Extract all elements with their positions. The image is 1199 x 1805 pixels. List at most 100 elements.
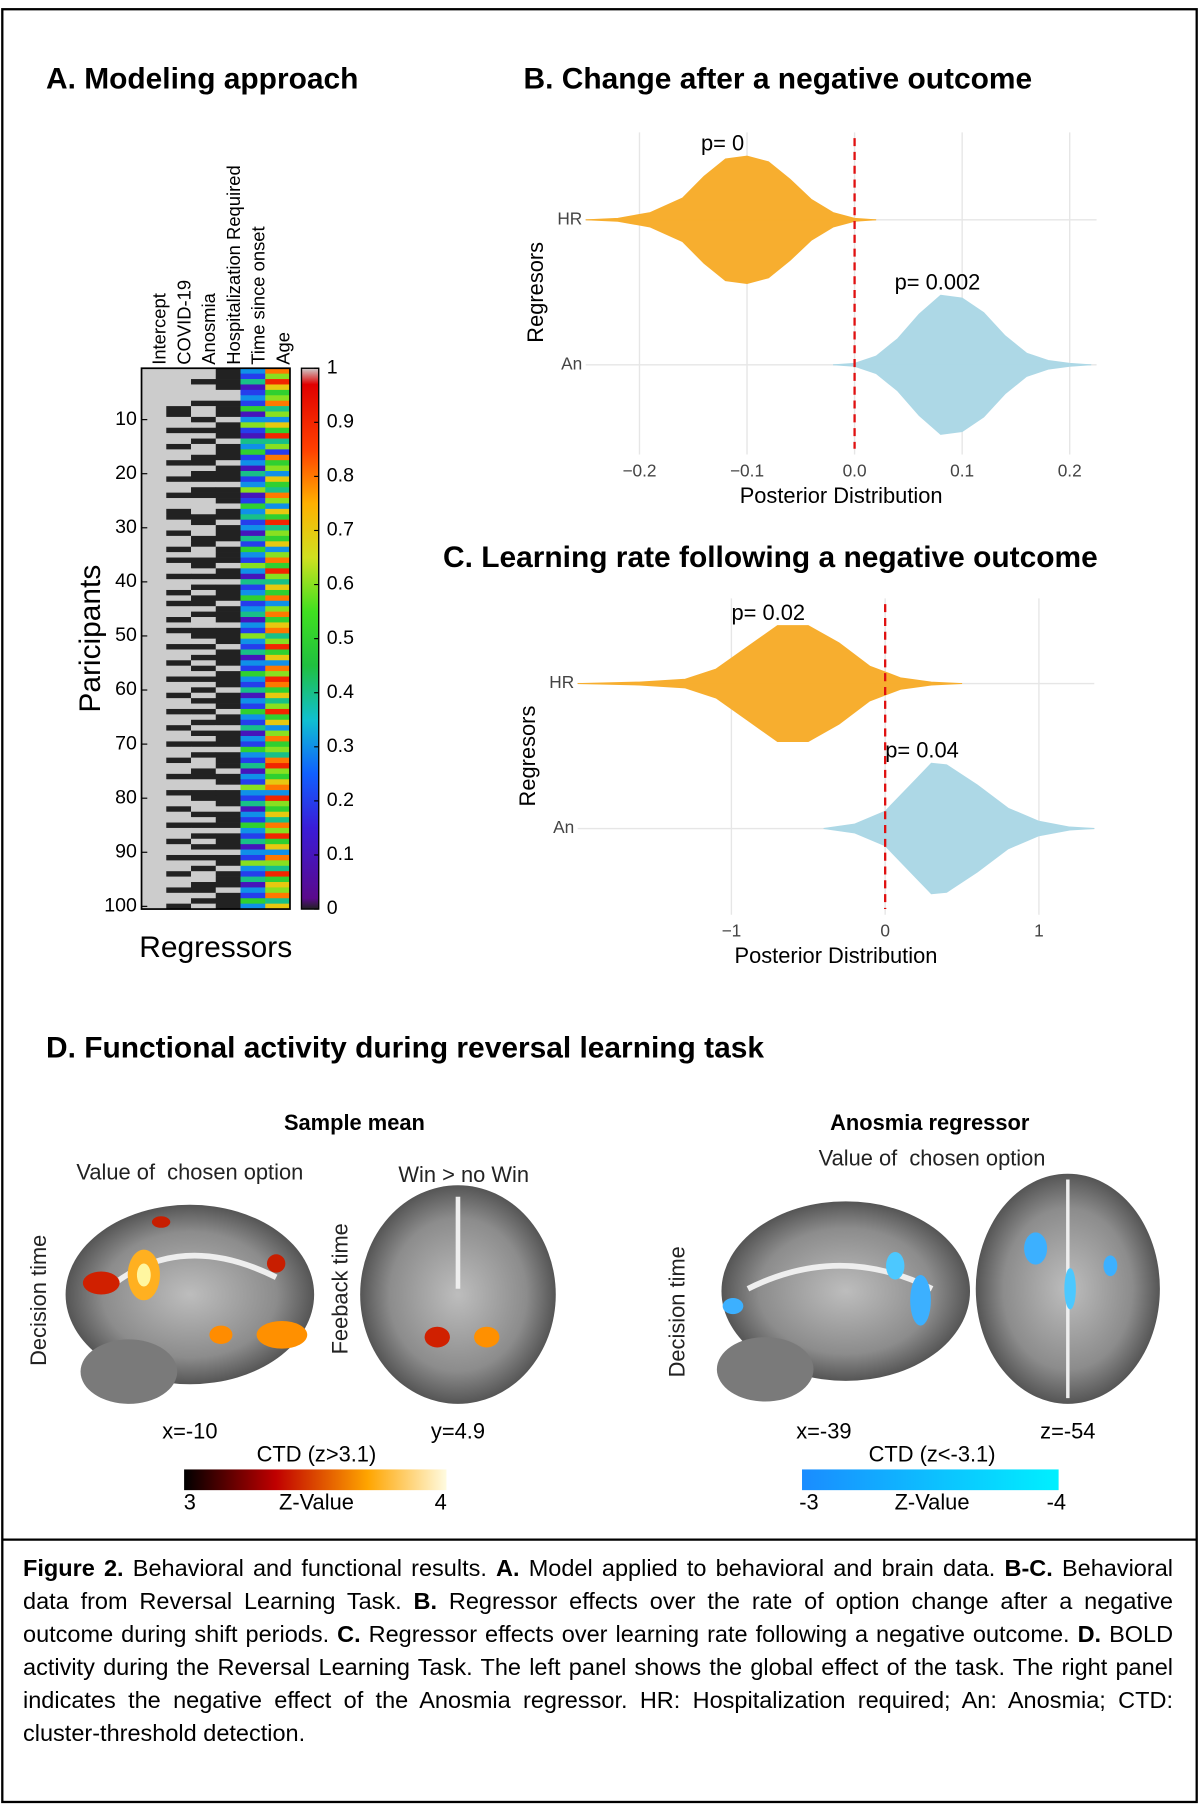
heatmap-cell [166,525,191,531]
heatmap-cell [265,844,290,850]
heatmap-cell [265,866,290,872]
heatmap-cell [142,817,167,823]
heatmap-cell [265,649,290,655]
heatmap-cell [166,541,191,547]
heatmap-cell [240,666,265,672]
column-label: Anosmia [198,292,219,364]
heatmap-cell [191,493,216,499]
heatmap-cell [216,541,241,547]
heatmap-cell [142,725,167,731]
heatmap-cell [191,882,216,888]
heatmap-cell [216,860,241,866]
heatmap-cell [142,487,167,493]
heatmap-cell [265,731,290,737]
heatmap-cell [166,752,191,758]
heatmap-cell [240,379,265,385]
heatmap-cell [240,779,265,785]
heatmap-cell [166,709,191,715]
heatmap-cell [265,401,290,407]
heatmap-cell [191,547,216,553]
category-label: An [553,817,574,837]
heatmap-cell [240,877,265,883]
heatmap-cell [142,720,167,726]
heatmap-cell [240,801,265,807]
heatmap-cell [216,709,241,715]
heatmap-cell [240,774,265,780]
heatmap-cell [166,736,191,742]
heatmap-cell [216,644,241,650]
heatmap-cell [166,855,191,861]
heatmap-cell [191,428,216,434]
contrast-label: Value of chosen option [76,1159,303,1184]
heatmap-cell [240,612,265,618]
heatmap-cell [166,579,191,585]
heatmap-cell [166,617,191,623]
heatmap-cell [191,671,216,677]
colorbar-tick-label: 0.7 [327,519,354,541]
heatmap-cell [191,622,216,628]
heatmap-cell [166,666,191,672]
y-tick-label: 80 [115,786,137,808]
heatmap-cell [265,374,290,380]
heatmap-cell [191,417,216,423]
heatmap-cell [166,487,191,493]
heatmap-cell [240,487,265,493]
heatmap-cell [240,428,265,434]
x-tick-label: −0.2 [622,460,656,480]
column-label: Time since onset [248,226,269,364]
colorbar-tick-label: 3 [184,1490,196,1515]
heatmap-cell [142,693,167,699]
y-tick-label: 90 [115,840,137,862]
panel-heading: Sample mean [284,1110,425,1135]
heatmap-cell [216,558,241,564]
heatmap-cell [166,422,191,428]
heatmap-cell [166,395,191,401]
heatmap-cell [240,812,265,818]
heatmap-cell [142,374,167,380]
heatmap-cell [240,482,265,488]
heatmap-cell [166,731,191,737]
heatmap-cell [191,536,216,542]
heatmap-cell [142,666,167,672]
heatmap-cell [240,412,265,418]
heatmap-cell [265,606,290,612]
heatmap-cell [191,482,216,488]
heatmap-cell [216,855,241,861]
heatmap-cell [240,617,265,623]
heatmap-cell [166,428,191,434]
heatmap-cell [265,379,290,385]
heatmap-cell [166,406,191,412]
heatmap-cell [265,541,290,547]
heatmap-cell [216,687,241,693]
heatmap-cell [240,401,265,407]
heatmap-cell [240,752,265,758]
heatmap-cell [240,720,265,726]
heatmap-cell [191,871,216,877]
heatmap-cell [216,509,241,515]
heatmap-cell [265,417,290,423]
heatmap-cell [240,639,265,645]
heatmap-cell [265,633,290,639]
heatmap-cell [191,785,216,791]
violin [824,763,1095,828]
heatmap-cell [240,466,265,472]
heatmap-cell [191,444,216,450]
caption-bold: D. [1078,1621,1102,1647]
y-axis-label: Regresors [515,706,540,807]
heatmap-cell [216,736,241,742]
heatmap-cell [240,655,265,661]
heatmap-cell [191,725,216,731]
heatmap-cell [216,747,241,753]
y-tick-label: 70 [115,732,137,754]
heatmap-cell [166,812,191,818]
heatmap-cell [265,720,290,726]
heatmap-cell [191,741,216,747]
y-tick-label: 20 [115,462,137,484]
heatmap-cell [240,498,265,504]
heatmap-cell [216,563,241,569]
heatmap-cell [191,460,216,466]
heatmap-cell [142,763,167,769]
heatmap-cell [240,768,265,774]
heatmap-cell [216,758,241,764]
heatmap-cell [216,801,241,807]
